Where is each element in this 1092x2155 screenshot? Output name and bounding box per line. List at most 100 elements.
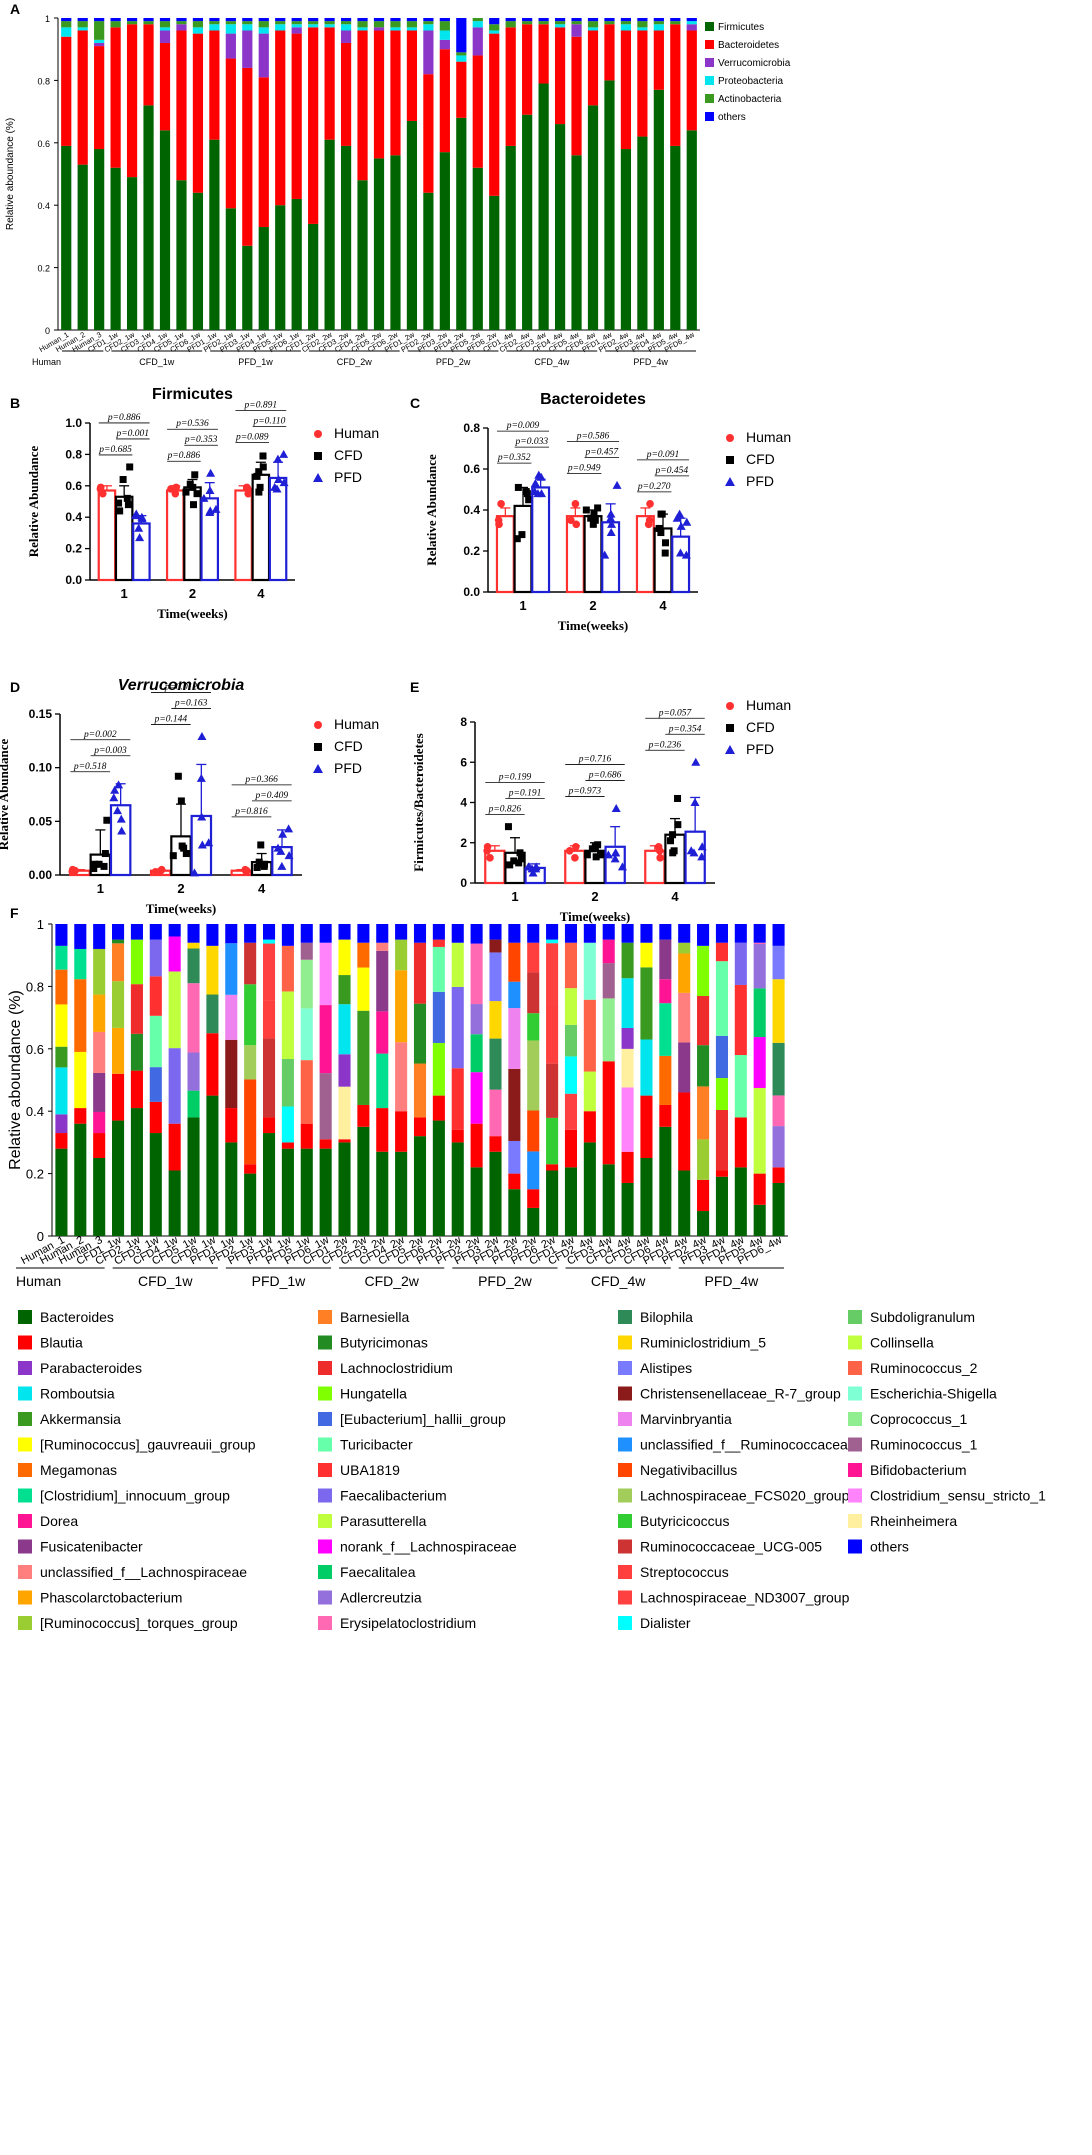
bar-segment-firmicutes bbox=[604, 80, 615, 331]
bar-segment-others bbox=[489, 18, 500, 25]
legend-swatch bbox=[318, 1386, 332, 1401]
bar-segment-bacteroidetes bbox=[620, 30, 632, 150]
genus-segment bbox=[357, 942, 370, 968]
legend-entry: Hungatella bbox=[340, 1386, 407, 1402]
bar-segment-others bbox=[456, 18, 467, 53]
p-value: p=0.518 bbox=[73, 762, 107, 772]
genus-segment bbox=[395, 924, 408, 940]
bar-segment-actinobacteria bbox=[242, 21, 253, 25]
genus-segment bbox=[244, 984, 257, 1046]
bar-segment-verrucomicrobia bbox=[159, 30, 171, 43]
bar-segment-bacteroidetes bbox=[357, 30, 368, 181]
genus-segment bbox=[168, 924, 181, 937]
bar-segment-others bbox=[308, 18, 319, 22]
y-tick-label: 0.0 bbox=[463, 585, 480, 599]
data-point-pfd bbox=[682, 517, 692, 526]
legend-swatch bbox=[848, 1539, 862, 1554]
data-point-pfd bbox=[134, 523, 144, 532]
bar-segment-firmicutes bbox=[340, 145, 352, 330]
bar-segment-firmicutes bbox=[670, 145, 681, 330]
genus-segment bbox=[508, 1173, 521, 1190]
legend-swatch bbox=[318, 1514, 332, 1528]
data-point-human bbox=[172, 483, 180, 492]
genus-segment bbox=[772, 1167, 785, 1183]
genus-segment bbox=[74, 948, 87, 980]
genus-segment bbox=[753, 924, 766, 943]
data-point-cfd bbox=[119, 476, 127, 484]
legend-entry: [Ruminococcus]_torques_group bbox=[40, 1615, 238, 1631]
genus-segment bbox=[376, 1108, 389, 1152]
bar-segment-bacteroidetes bbox=[192, 33, 204, 193]
legend-entry: Negativibacillus bbox=[640, 1462, 737, 1478]
legend-swatch bbox=[618, 1412, 632, 1426]
genus-segment bbox=[206, 1033, 219, 1096]
bar-segment-firmicutes bbox=[620, 149, 632, 330]
bar-segment-proteobacteria bbox=[225, 24, 236, 34]
data-point-pfd bbox=[110, 785, 120, 794]
legend-entry: Lachnospiraceae_FCS020_group bbox=[640, 1488, 850, 1504]
bar-segment-proteobacteria bbox=[291, 24, 302, 28]
y-tick-label: 0.8 bbox=[463, 421, 480, 435]
legend-swatch bbox=[18, 1361, 32, 1375]
bar-segment-others bbox=[653, 18, 664, 22]
data-point-pfd bbox=[114, 780, 124, 789]
genus-segment bbox=[753, 1037, 766, 1088]
x-axis-label: Time(weeks) bbox=[157, 606, 228, 621]
genus-segment bbox=[281, 945, 294, 992]
genus-segment bbox=[489, 1151, 502, 1236]
bar-segment-verrucomicrobia bbox=[686, 24, 697, 31]
bar-segment-bacteroidetes bbox=[571, 36, 582, 156]
genus-segment bbox=[225, 924, 238, 944]
genus-segment bbox=[527, 942, 540, 973]
data-point-human bbox=[567, 516, 575, 525]
legend-entry: Fusicatenibacter bbox=[40, 1539, 143, 1555]
p-value: p=0.163 bbox=[174, 699, 208, 709]
x-tick-label: 4 bbox=[659, 598, 667, 613]
bar-segment-bacteroidetes bbox=[340, 42, 352, 146]
data-point-cfd bbox=[674, 794, 682, 802]
p-value: p=0.236 bbox=[648, 740, 682, 750]
genus-segment bbox=[678, 992, 691, 1043]
p-value: p=0.536 bbox=[175, 419, 209, 429]
bar-segment-proteobacteria bbox=[159, 27, 171, 31]
bar-segment-actinobacteria bbox=[489, 24, 500, 31]
data-point-human bbox=[495, 520, 503, 529]
bar-segment-others bbox=[324, 18, 335, 22]
bar-segment-verrucomicrobia bbox=[94, 42, 105, 47]
y-tick-label: 0.4 bbox=[65, 510, 82, 524]
genus-segment bbox=[489, 1136, 502, 1152]
legend-entry: CFD bbox=[746, 451, 775, 467]
data-point-cfd bbox=[91, 860, 99, 868]
genus-segment bbox=[262, 924, 276, 940]
genus-segment bbox=[357, 1010, 370, 1105]
genus-segment bbox=[583, 999, 596, 1072]
genus-segment bbox=[432, 1042, 445, 1096]
p-value: p=0.352 bbox=[497, 453, 531, 463]
data-point-human bbox=[486, 854, 494, 862]
data-point-cfd bbox=[525, 496, 533, 504]
genus-segment bbox=[93, 994, 106, 1032]
genus-segment bbox=[546, 943, 559, 1005]
genus-segment bbox=[432, 1095, 445, 1121]
legend-entry: PFD bbox=[334, 760, 362, 776]
legend-entry: Coprococcus_1 bbox=[870, 1411, 967, 1427]
data-point-cfd bbox=[255, 488, 263, 496]
bar-segment-bacteroidetes bbox=[587, 30, 599, 106]
y-tick-label: 0.8 bbox=[37, 76, 50, 86]
y-tick-label: 4 bbox=[460, 796, 467, 810]
genus-segment bbox=[149, 1101, 162, 1134]
bar-segment-bacteroidetes bbox=[439, 49, 450, 153]
bar-segment-firmicutes bbox=[439, 152, 450, 330]
data-point-cfd bbox=[594, 504, 602, 512]
data-point-pfd bbox=[530, 478, 540, 487]
legend-entry: Human bbox=[334, 716, 379, 732]
p-value: p=0.973 bbox=[568, 787, 602, 797]
genus-segment bbox=[640, 924, 653, 943]
genus-segment bbox=[281, 1106, 294, 1143]
legend-swatch bbox=[318, 1616, 332, 1630]
genus-segment bbox=[621, 1182, 634, 1236]
data-point-pfd bbox=[606, 513, 616, 522]
genus-segment bbox=[546, 1063, 559, 1118]
chart-title: Firmicutes bbox=[152, 386, 233, 403]
bar-segment-firmicutes bbox=[587, 105, 599, 330]
